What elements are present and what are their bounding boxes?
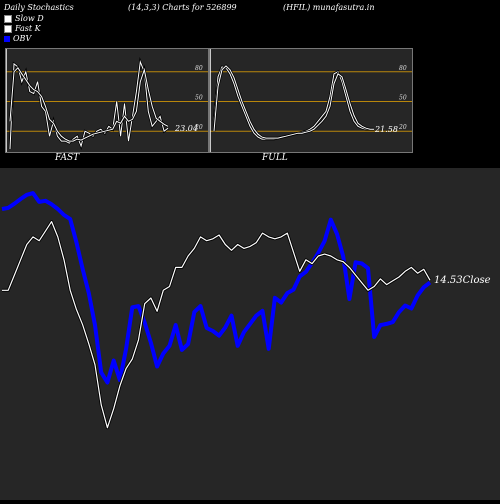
fast-panel-label: FAST xyxy=(55,153,80,163)
level-label-20: 20 xyxy=(398,124,407,131)
fast-stochastic-panel: 80 50 20 23.04 xyxy=(5,48,209,153)
legend-fast-k: Fast K xyxy=(4,24,41,33)
legend-label-fast-k: Fast K xyxy=(15,24,41,33)
legend-swatch-obv xyxy=(4,35,10,42)
legend-slow-d: Slow D xyxy=(4,14,44,23)
chart-title: Daily Stochastics xyxy=(4,3,74,12)
series-line-slow-d xyxy=(9,67,169,142)
series-line-fast-k xyxy=(9,59,169,150)
close-line-shadow xyxy=(2,220,432,430)
level-label-20: 20 xyxy=(194,124,203,131)
legend-obv: OBV xyxy=(4,34,31,43)
close-value-label: 14.53Close xyxy=(434,275,491,286)
full-panel-label: FULL xyxy=(262,153,288,163)
legend-swatch-slow-d xyxy=(4,14,12,23)
price-obv-chart: 14.53Close xyxy=(1,191,491,430)
legend-swatch-fast-k xyxy=(4,24,12,33)
legend-label-obv: OBV xyxy=(13,34,32,43)
chart-subtitle: (14,3,3) Charts for 526899 xyxy=(128,3,237,12)
level-label-50: 50 xyxy=(195,95,203,102)
series-line-slow-d xyxy=(213,65,374,139)
price-obv-panel: 14.53Close xyxy=(0,168,500,500)
site-label: (HFIL) munafasutra.in xyxy=(283,3,375,12)
full-stochastic-panel: 80 50 20 21.58 xyxy=(209,48,413,153)
last-value-label: 21.58 xyxy=(374,125,398,134)
level-label-80: 80 xyxy=(399,65,407,72)
close-line xyxy=(2,220,431,429)
legend-label-slow-d: Slow D xyxy=(15,14,44,23)
last-value-label: 23.04 xyxy=(174,124,198,133)
level-label-80: 80 xyxy=(195,65,203,72)
level-label-50: 50 xyxy=(399,95,407,102)
obv-line xyxy=(1,191,432,385)
